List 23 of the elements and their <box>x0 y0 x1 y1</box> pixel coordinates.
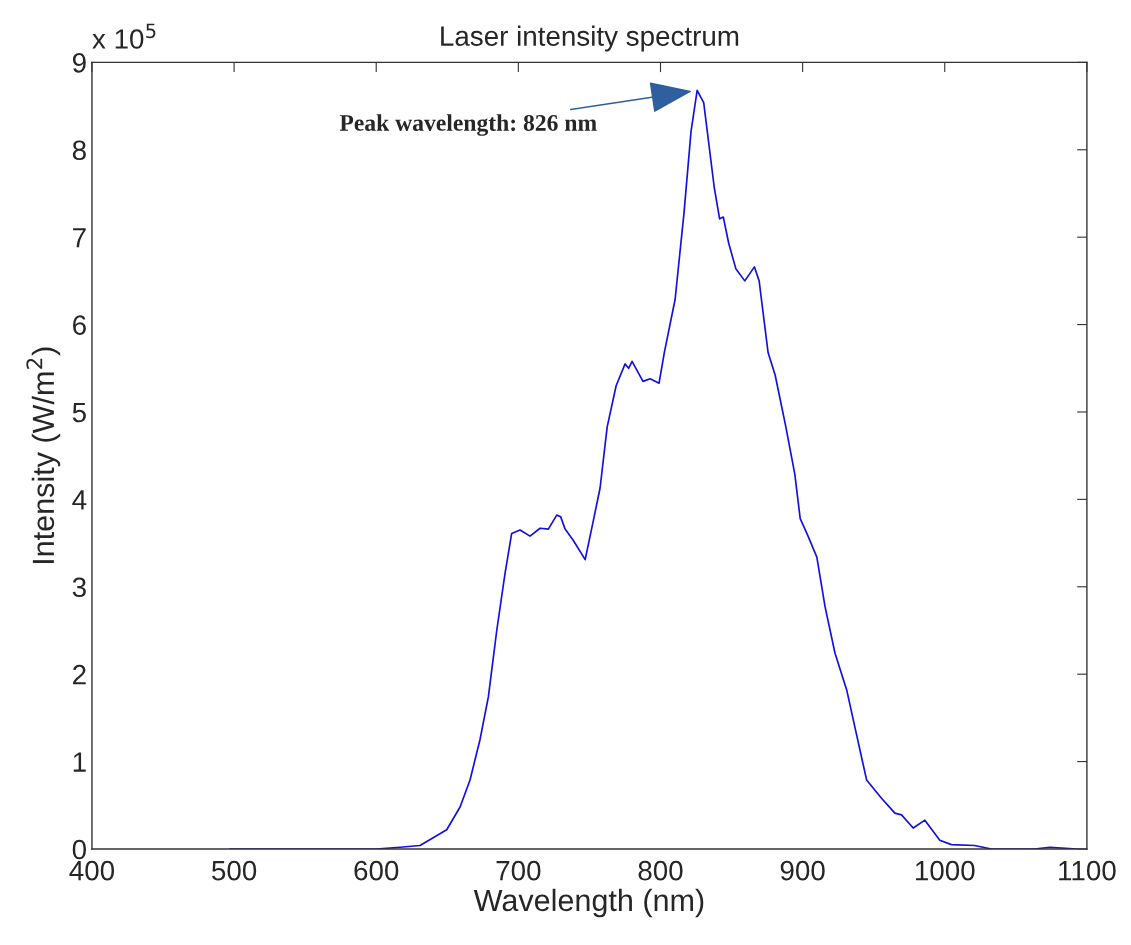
annotation: Peak wavelength: 826 nm <box>339 114 597 136</box>
text: x 10$^{5}$ <box>92 23 156 49</box>
x-tick-label: 1000 <box>915 860 975 881</box>
x-tick-label: 1100 <box>1059 860 1116 881</box>
chart-title: Laser intensity spectrum <box>441 25 739 52</box>
y-tick-label: 3 <box>72 577 86 598</box>
x-tick-label: 600 <box>354 860 399 881</box>
y-tick-label: 4 <box>72 490 87 510</box>
y-tick-label: 6 <box>73 315 86 335</box>
x-axis-title: Wavelength (nm) <box>473 888 704 918</box>
x-tick-label: 400 <box>69 860 115 881</box>
y-tick-label: 1 <box>73 752 86 772</box>
y-tick-label: 9 <box>72 53 86 73</box>
x-tick-label: 500 <box>212 860 257 881</box>
y-tick-label: 0 <box>72 839 86 860</box>
y-tick-label: 7 <box>73 228 86 248</box>
y-axis-title: Intensity (W/m$^{2}$) <box>26 347 61 564</box>
y-tick-label: 8 <box>72 140 86 161</box>
y-tick-label: 2 <box>73 664 86 685</box>
y-tick-label: 5 <box>72 402 86 423</box>
x-tick-label: 800 <box>638 860 683 881</box>
x-tick-label: 700 <box>496 860 541 881</box>
x-tick-label: 900 <box>780 860 825 881</box>
